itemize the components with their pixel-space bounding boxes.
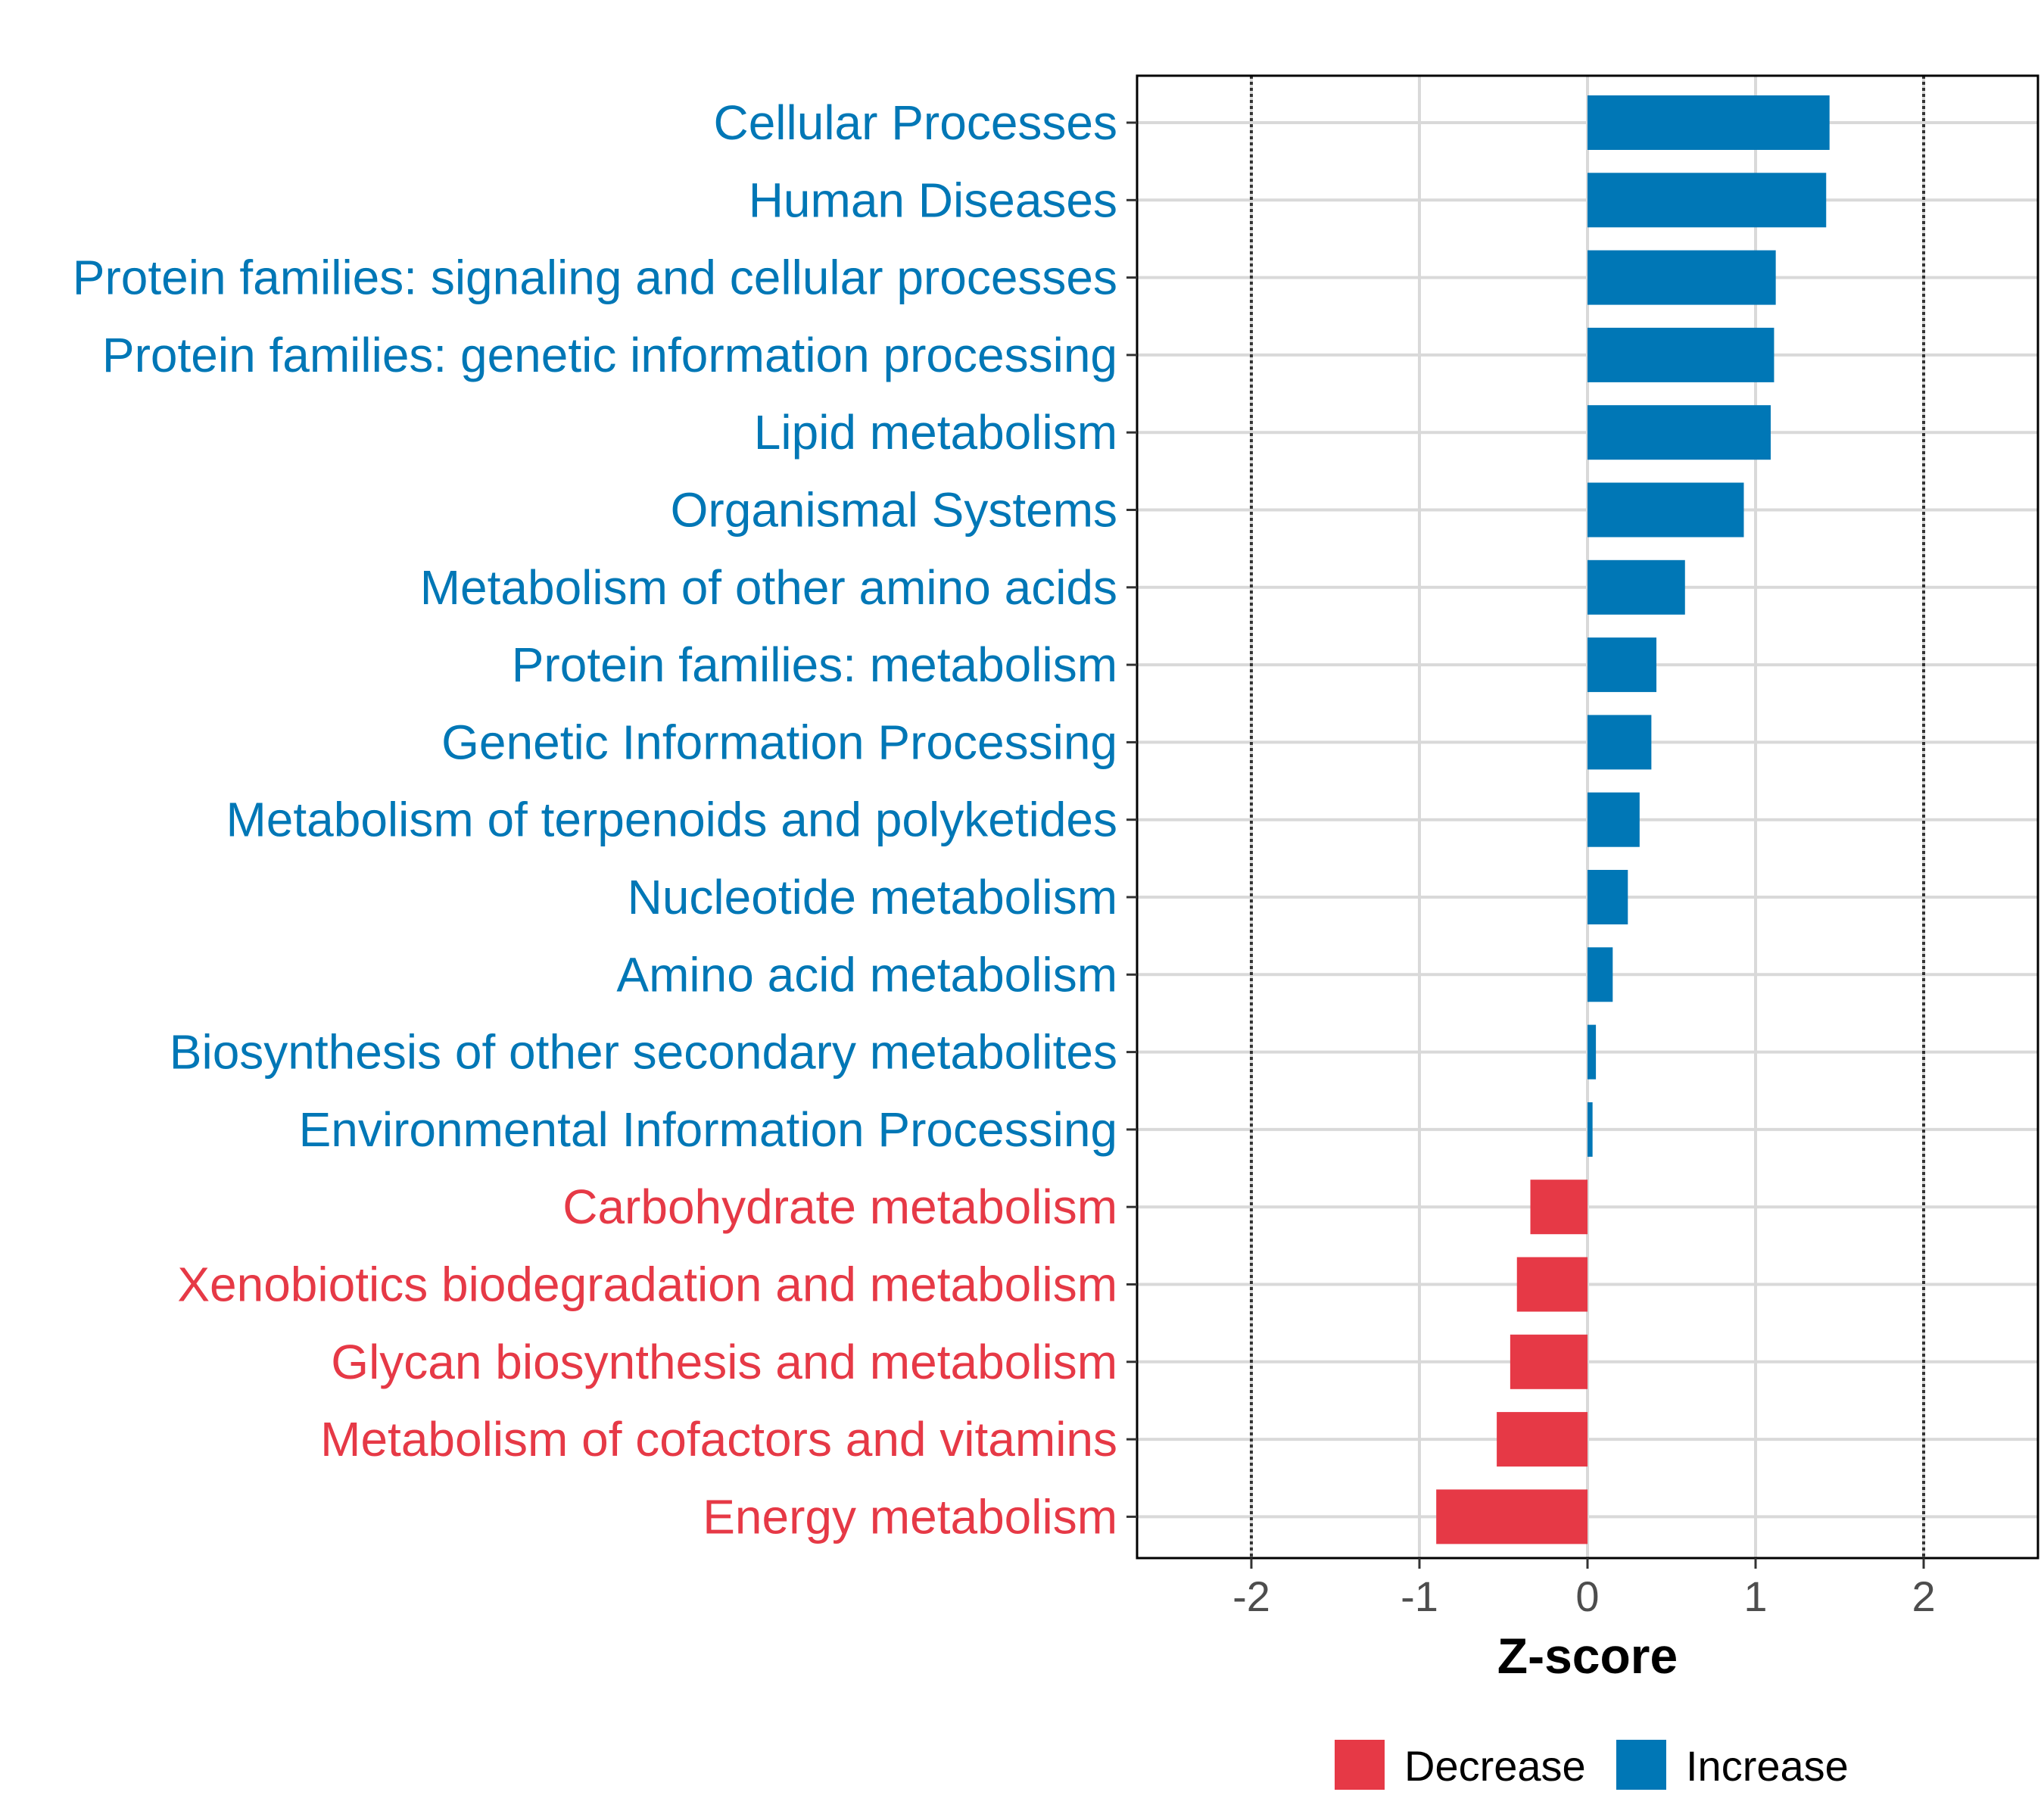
x-axis-title: Z-score [1497,1628,1678,1684]
category-label-6: Metabolism of other amino acids [420,560,1117,615]
bar-10 [1588,870,1628,924]
legend-label-increase: Increase [1686,1742,1849,1790]
category-label-2: Protein families: signaling and cellular… [73,251,1117,305]
category-label-7: Protein families: metabolism [512,637,1117,692]
category-label-16: Glycan biosynthesis and metabolism [331,1335,1117,1389]
y-axis-labels: Cellular Processes Human Diseases Protein … [73,95,1117,1544]
bar-15 [1516,1257,1588,1312]
category-label-12: Biosynthesis of other secondary metaboli… [170,1025,1117,1080]
category-label-8: Genetic Information Processing [441,715,1117,769]
category-label-10: Nucleotide metabolism [628,870,1117,924]
bar-2 [1588,250,1776,305]
bar-3 [1588,327,1774,382]
reference-lines [1249,76,1926,1558]
bar-18 [1436,1489,1588,1544]
x-tick-label-0: -2 [1232,1572,1270,1620]
legend: Decrease Increase [1335,1740,1849,1790]
bar-14 [1530,1180,1588,1235]
category-label-18: Energy metabolism [703,1489,1117,1544]
category-label-3: Protein families: genetic information pr… [102,328,1117,382]
category-label-4: Lipid metabolism [754,405,1117,460]
legend-label-decrease: Decrease [1404,1742,1586,1790]
bar-8 [1588,715,1652,770]
bar-5 [1588,482,1744,538]
legend-swatch-decrease [1335,1740,1385,1790]
x-tick-label-2: 0 [1575,1572,1599,1620]
category-label-11: Amino acid metabolism [616,947,1117,1002]
category-label-17: Metabolism of cofactors and vitamins [320,1412,1117,1466]
bar-9 [1588,792,1640,847]
category-label-15: Xenobiotics biodegradation and metabolis… [177,1258,1117,1312]
bar-12 [1588,1024,1597,1080]
y-axis-ticks [1126,121,1137,1518]
category-label-9: Metabolism of terpenoids and polyketides [226,793,1117,847]
category-label-5: Organismal Systems [671,483,1117,538]
bar-13 [1588,1102,1593,1157]
category-label-13: Environmental Information Processing [299,1102,1117,1157]
bar-16 [1510,1334,1588,1389]
bar-1 [1588,173,1827,228]
bar-layer [1436,95,1830,1544]
bar-4 [1588,405,1771,460]
category-label-14: Carbohydrate metabolism [562,1180,1117,1234]
category-label-0: Cellular Processes [713,95,1117,150]
x-tick-label-3: 1 [1743,1572,1767,1620]
x-axis-ticks: -2 -1 0 1 2 [1232,1558,1936,1620]
category-label-1: Human Diseases [749,173,1117,227]
legend-swatch-increase [1616,1740,1666,1790]
bar-17 [1497,1412,1588,1467]
x-tick-label-1: -1 [1401,1572,1438,1620]
bar-0 [1588,95,1830,150]
bar-6 [1588,559,1685,615]
bar-7 [1588,637,1657,693]
bar-11 [1588,947,1613,1002]
x-tick-label-4: 2 [1912,1572,1935,1620]
